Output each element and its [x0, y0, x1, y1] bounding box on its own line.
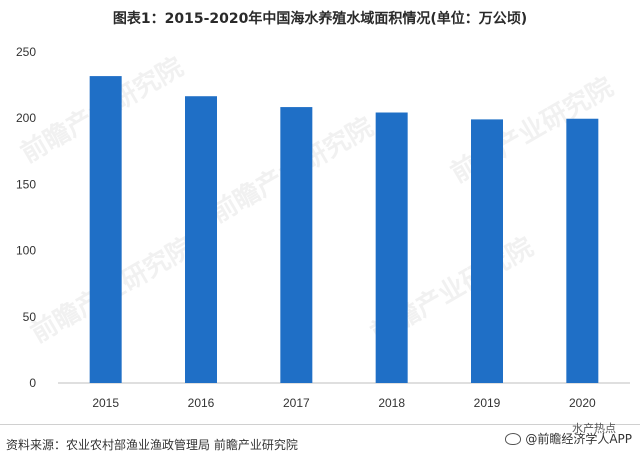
bar-2015: [89, 76, 122, 383]
y-tick-label: 150: [16, 177, 36, 191]
source-note: 资料来源：农业农村部渔业渔政管理局 前瞻产业研究院: [6, 438, 298, 452]
bar-2018: [375, 112, 408, 383]
x-tick-label: 2019: [474, 396, 501, 410]
y-tick-label: 100: [16, 244, 36, 258]
x-tick-label: 2018: [378, 396, 405, 410]
x-tick-label: 2015: [92, 396, 119, 410]
logo-top-text: 水产热点: [572, 422, 616, 435]
y-tick-label: 0: [29, 376, 36, 390]
y-tick-label: 250: [16, 45, 36, 59]
bar-2016: [185, 96, 217, 383]
y-tick-label: 50: [23, 310, 37, 324]
y-axis: 0 50 100 150 200 250: [16, 45, 36, 390]
x-tick-label: 2017: [283, 396, 310, 410]
brand-logo: @前瞻经济学人APP: [505, 430, 632, 447]
y-tick-label: 200: [16, 111, 36, 125]
bars: [89, 76, 599, 383]
wechat-icon: [505, 432, 522, 445]
footer-divider: [0, 424, 640, 425]
bar-chart: 0 50 100 150 200 250 2015 2016 2017 2018 2019 2020: [16, 45, 630, 410]
bar-2020: [566, 118, 599, 383]
logo-text: @前瞻经济学人APP: [525, 432, 632, 446]
x-tick-label: 2016: [188, 396, 215, 410]
x-tick-label: 2020: [569, 396, 596, 410]
x-axis: 2015 2016 2017 2018 2019 2020: [92, 396, 596, 410]
chart-title: 图表1：2015-2020年中国海水养殖水域面积情况(单位：万公顷): [112, 11, 528, 27]
bar-2017: [280, 107, 313, 383]
bar-2019: [471, 119, 503, 383]
